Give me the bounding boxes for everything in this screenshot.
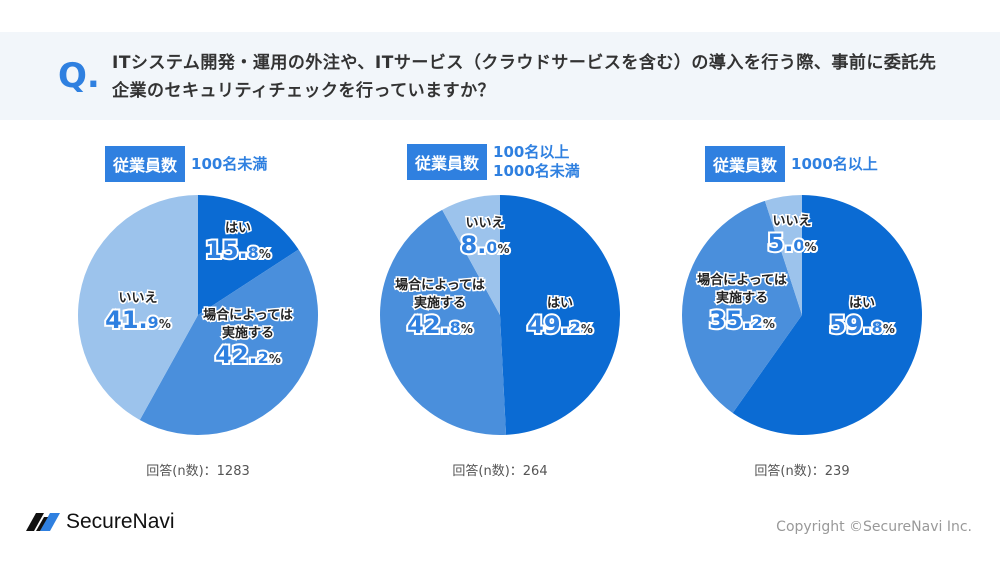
slice-label: はい bbox=[849, 296, 875, 311]
group-header-1: 従業員数 100名未満 bbox=[105, 146, 267, 182]
n-label-1: 回答(n数)：1283 bbox=[146, 464, 250, 479]
question-text: ITシステム開発・運用の外注や、ITサービス（クラウドサービスを含む）の導入を行… bbox=[112, 53, 937, 101]
n-label-2: 回答(n数)：264 bbox=[452, 464, 548, 479]
slice-label: いいえ bbox=[465, 216, 504, 231]
slice-value: 49.2% bbox=[527, 311, 593, 339]
securenavi-logo: SecureNavi bbox=[26, 510, 175, 534]
copyright: Copyright ©SecureNavi Inc. bbox=[776, 519, 972, 535]
pie-slice bbox=[764, 195, 802, 315]
slice-label: 実施する bbox=[222, 325, 274, 341]
slice-label: 実施する bbox=[716, 290, 768, 306]
pie-slice bbox=[732, 195, 922, 436]
slice-value: 15.8% bbox=[205, 236, 271, 264]
pie-slice bbox=[77, 195, 198, 420]
employee-badge: 従業員数 bbox=[705, 146, 786, 182]
pie-slice bbox=[198, 195, 299, 315]
slice-value: 8.0% bbox=[461, 231, 510, 259]
slice-value: 5.0% bbox=[768, 229, 817, 257]
question-mark: Q. bbox=[58, 56, 100, 96]
slice-label: 実施する bbox=[414, 295, 466, 311]
group-label: 100名未満 bbox=[191, 154, 268, 173]
slice-label: いいえ bbox=[118, 291, 157, 306]
employee-badge: 従業員数 bbox=[407, 144, 488, 180]
pie-slice bbox=[379, 209, 507, 435]
pie-slice bbox=[682, 200, 802, 413]
slice-value: 42.8% bbox=[407, 311, 473, 339]
slice-label: はい bbox=[225, 221, 251, 236]
pie-slice bbox=[139, 249, 319, 436]
pie-slice bbox=[500, 195, 621, 435]
slice-label: 場合によっては bbox=[203, 307, 293, 323]
slice-label: いいえ bbox=[772, 214, 811, 229]
question-banner bbox=[0, 32, 1000, 120]
group-header-3: 従業員数 1000名以上 bbox=[705, 146, 878, 182]
slice-label: はい bbox=[547, 296, 573, 311]
group-label: 100名以上 1000名未満 bbox=[493, 143, 580, 180]
n-label-3: 回答(n数)：239 bbox=[754, 464, 850, 479]
group-header-2: 従業員数 100名以上 1000名未満 bbox=[407, 143, 580, 181]
slice-value: 42.2% bbox=[215, 341, 281, 369]
slice-value: 41.9% bbox=[105, 306, 171, 334]
slice-label: 場合によっては bbox=[395, 277, 485, 293]
slice-value: 59.8% bbox=[829, 311, 895, 339]
slice-value: 35.2% bbox=[709, 306, 775, 334]
logo-icon bbox=[26, 513, 60, 531]
slice-label: 場合によっては bbox=[697, 272, 787, 288]
pie-slice bbox=[442, 195, 500, 315]
employee-badge: 従業員数 bbox=[105, 146, 186, 182]
group-label: 1000名以上 bbox=[791, 154, 878, 173]
